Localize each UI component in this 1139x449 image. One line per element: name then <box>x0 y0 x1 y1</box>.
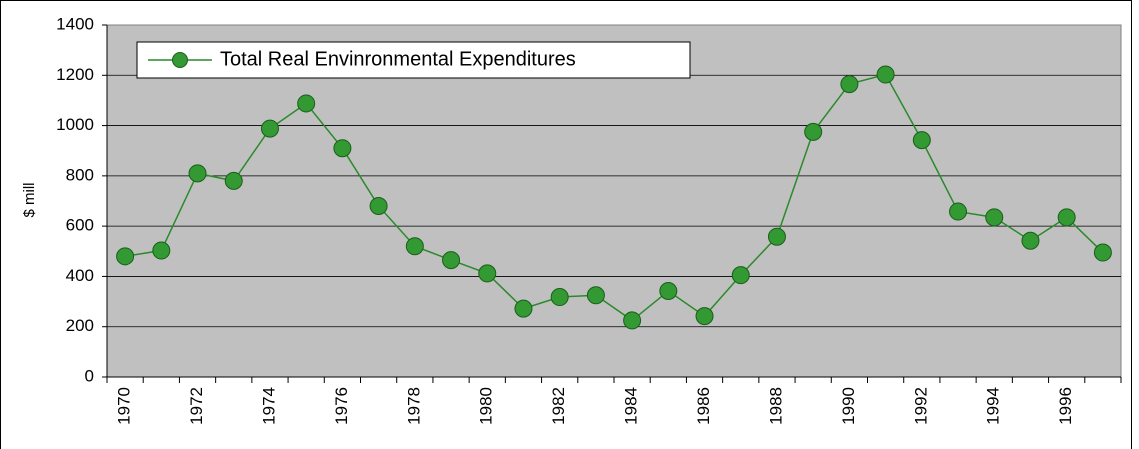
data-point <box>188 164 207 183</box>
data-point <box>514 299 533 318</box>
y-tick-label: 200 <box>66 316 94 335</box>
data-point <box>876 65 895 84</box>
data-point <box>912 131 931 150</box>
legend-box <box>136 41 691 79</box>
x-tick-label: 1984 <box>622 387 641 425</box>
series-line <box>124 73 1104 322</box>
x-tick-label: 1970 <box>115 387 134 425</box>
x-tick-label: 1976 <box>332 387 351 425</box>
x-tick-label: 1978 <box>404 387 423 425</box>
x-tick-label: 1986 <box>694 387 713 425</box>
data-point <box>695 307 714 326</box>
y-tick-label: 1000 <box>56 115 94 134</box>
y-tick-label: 400 <box>66 266 94 285</box>
x-tick-label: 1988 <box>766 387 785 425</box>
data-point <box>116 247 135 266</box>
data-point <box>985 208 1004 227</box>
data-point <box>804 122 823 141</box>
data-point <box>659 282 678 301</box>
data-point <box>478 264 497 283</box>
data-point <box>260 119 279 138</box>
y-tick-label: 1400 <box>56 14 94 33</box>
data-point <box>224 171 243 190</box>
data-point <box>369 197 388 216</box>
legend-label: Total Real Envinronmental Expenditures <box>220 48 576 70</box>
x-tick-label: 1982 <box>549 387 568 425</box>
data-point <box>731 266 750 285</box>
x-tick-label: 1980 <box>477 387 496 425</box>
data-point <box>1021 231 1040 250</box>
x-tick-label: 1972 <box>187 387 206 425</box>
y-tick-label: 0 <box>85 366 94 385</box>
data-point <box>405 237 424 256</box>
x-tick-label: 1994 <box>984 387 1003 425</box>
y-tick-label: 800 <box>66 165 94 184</box>
data-point <box>1093 243 1112 262</box>
y-tick-label: 600 <box>66 216 94 235</box>
x-tick-label: 1992 <box>911 387 930 425</box>
x-tick-label: 1990 <box>839 387 858 425</box>
data-point <box>333 139 352 158</box>
data-point <box>550 288 569 307</box>
y-tick-label: 1200 <box>56 65 94 84</box>
data-point <box>442 251 461 270</box>
data-point <box>297 94 316 113</box>
x-tick-label: 1974 <box>259 387 278 425</box>
data-point <box>152 241 171 260</box>
data-point <box>1057 208 1076 227</box>
y-axis-label: $ mill <box>21 182 38 217</box>
data-point <box>949 202 968 221</box>
data-point <box>586 286 605 305</box>
data-point <box>767 227 786 246</box>
data-point <box>840 75 859 94</box>
legend-marker <box>172 52 188 68</box>
x-tick-label: 1996 <box>1056 387 1075 425</box>
data-point <box>623 311 642 330</box>
